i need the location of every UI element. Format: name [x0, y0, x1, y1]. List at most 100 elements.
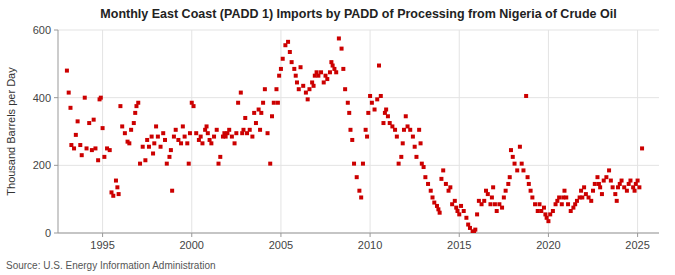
- point: [520, 162, 524, 166]
- point: [304, 91, 308, 95]
- grid: [58, 30, 659, 233]
- point: [199, 135, 203, 139]
- tick-label: 0: [45, 227, 51, 239]
- point: [227, 128, 231, 132]
- point: [286, 40, 290, 44]
- tick-label: 2010: [358, 239, 382, 251]
- point: [90, 148, 94, 152]
- point: [370, 101, 374, 105]
- point: [129, 128, 133, 132]
- point: [123, 131, 127, 135]
- tick-label: 600: [33, 24, 51, 36]
- point: [239, 91, 243, 95]
- point: [156, 135, 160, 139]
- point: [266, 131, 270, 135]
- point: [288, 50, 292, 54]
- point: [93, 146, 97, 150]
- point: [174, 128, 178, 132]
- tick: [191, 233, 192, 237]
- point: [215, 128, 219, 132]
- point: [111, 194, 115, 198]
- point: [397, 162, 401, 166]
- point: [236, 101, 240, 105]
- point: [143, 158, 147, 162]
- point: [538, 202, 542, 206]
- title: Monthly East Coast (PADD 1) Imports by P…: [100, 7, 616, 21]
- tick: [280, 233, 281, 237]
- point: [127, 141, 131, 145]
- point: [607, 168, 611, 172]
- point: [261, 101, 265, 105]
- point: [411, 135, 415, 139]
- point: [551, 209, 555, 213]
- point: [307, 87, 311, 91]
- point: [230, 135, 234, 139]
- point: [295, 80, 299, 84]
- point: [301, 84, 305, 88]
- point: [429, 189, 433, 193]
- point: [546, 219, 550, 223]
- point: [159, 145, 163, 149]
- point: [502, 195, 506, 199]
- point: [486, 192, 490, 196]
- point: [92, 118, 96, 122]
- point: [85, 146, 89, 150]
- point: [258, 128, 262, 132]
- point: [524, 94, 528, 98]
- point: [76, 119, 80, 123]
- point: [138, 162, 142, 166]
- point: [87, 121, 91, 125]
- point: [439, 177, 443, 181]
- point: [115, 185, 119, 189]
- point: [441, 168, 445, 172]
- point: [306, 97, 310, 101]
- tick: [459, 233, 460, 237]
- point: [377, 64, 381, 68]
- grid-line: [58, 165, 659, 166]
- point: [328, 70, 332, 74]
- point: [448, 185, 452, 189]
- tick: [54, 97, 58, 98]
- point: [206, 131, 210, 135]
- chart: 02004006001995200020052010201520202025Mo…: [0, 0, 675, 275]
- point: [132, 121, 136, 125]
- point: [163, 138, 167, 142]
- tick-label: 2005: [269, 239, 293, 251]
- point: [386, 114, 390, 118]
- point: [297, 87, 301, 91]
- point: [259, 111, 263, 115]
- tick-label: 2015: [447, 239, 471, 251]
- grid-line: [58, 233, 659, 234]
- point: [513, 162, 517, 166]
- point: [272, 101, 276, 105]
- tick: [370, 233, 371, 237]
- point: [80, 153, 84, 157]
- tick: [54, 165, 58, 166]
- point: [334, 70, 338, 74]
- point: [417, 128, 421, 132]
- point: [276, 101, 280, 105]
- point: [78, 143, 82, 147]
- point: [533, 202, 537, 206]
- point: [292, 67, 296, 71]
- point: [312, 84, 316, 88]
- point: [99, 96, 103, 100]
- point: [346, 101, 350, 105]
- point: [212, 135, 216, 139]
- point: [270, 114, 274, 118]
- point: [192, 104, 196, 108]
- point: [147, 145, 151, 149]
- point: [373, 108, 377, 112]
- point: [170, 189, 174, 193]
- point: [419, 141, 423, 145]
- point: [325, 77, 329, 81]
- point: [117, 192, 121, 196]
- grid-line: [58, 30, 659, 31]
- point: [582, 185, 586, 189]
- grid-line: [58, 97, 659, 98]
- point: [625, 189, 629, 193]
- point: [438, 211, 442, 215]
- point: [521, 168, 525, 172]
- point: [414, 155, 418, 159]
- point: [274, 87, 278, 91]
